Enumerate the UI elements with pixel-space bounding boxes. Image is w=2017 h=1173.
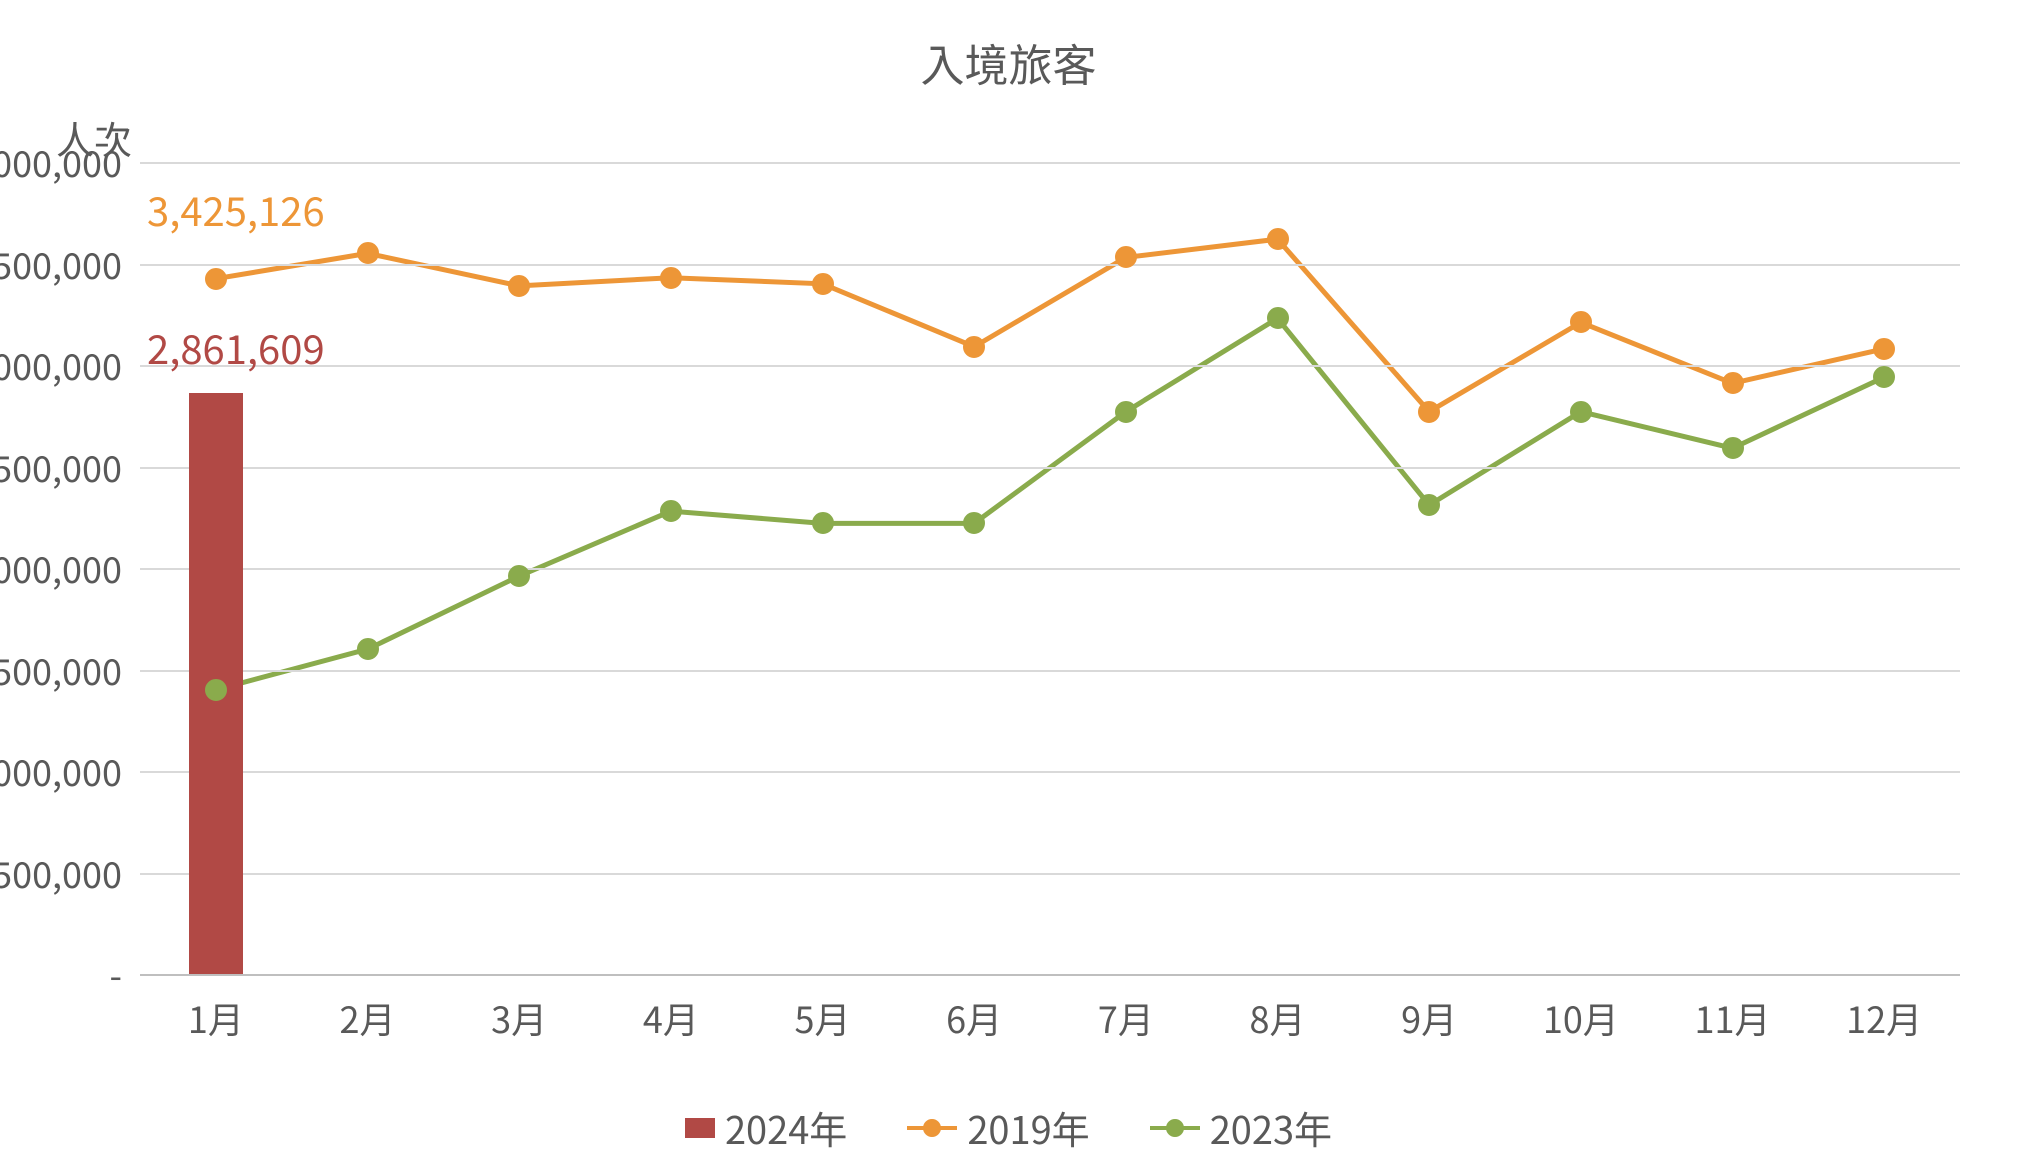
x-tick-label: 11月 — [1695, 992, 1771, 1044]
x-tick-label: 5月 — [795, 992, 851, 1044]
legend-label: 2019年 — [967, 1100, 1089, 1155]
y-tick-label: - — [110, 948, 141, 1000]
marker-2019年 — [1722, 372, 1744, 394]
marker-2019年 — [963, 336, 985, 358]
gridline — [140, 974, 1960, 976]
gridline — [140, 771, 1960, 773]
marker-2023年 — [205, 679, 227, 701]
marker-2019年 — [508, 275, 530, 297]
gridline — [140, 467, 1960, 469]
line-2023年 — [216, 318, 1884, 689]
gridline — [140, 365, 1960, 367]
marker-2019年 — [812, 273, 834, 295]
marker-2023年 — [1418, 494, 1440, 516]
chart-container: 入境旅客 人次 -500,0001,000,0001,500,0002,000,… — [0, 0, 2017, 1173]
data-label: 3,425,126 — [147, 180, 325, 238]
x-tick-label: 1月 — [188, 992, 244, 1044]
marker-2023年 — [1570, 401, 1592, 423]
y-tick-label: 2,000,000 — [0, 542, 140, 594]
marker-2023年 — [963, 512, 985, 534]
marker-2019年 — [1873, 338, 1895, 360]
gridline — [140, 670, 1960, 672]
marker-2023年 — [660, 500, 682, 522]
marker-2019年 — [1267, 228, 1289, 250]
marker-2019年 — [1418, 401, 1440, 423]
gridline — [140, 873, 1960, 875]
marker-2023年 — [1115, 401, 1137, 423]
x-tick-label: 2月 — [340, 992, 396, 1044]
x-tick-label: 4月 — [643, 992, 699, 1044]
legend-swatch-line — [1150, 1126, 1200, 1130]
x-tick-label: 9月 — [1401, 992, 1457, 1044]
legend-swatch-line — [907, 1126, 957, 1130]
legend-marker-icon — [923, 1119, 941, 1137]
marker-2023年 — [357, 638, 379, 660]
y-tick-label: 1,500,000 — [0, 644, 140, 696]
legend-item: 2019年 — [907, 1100, 1089, 1155]
x-tick-label: 3月 — [491, 992, 547, 1044]
y-tick-label: 2,500,000 — [0, 441, 140, 493]
y-tick-label: 3,500,000 — [0, 238, 140, 290]
legend-label: 2024年 — [725, 1100, 847, 1155]
marker-2019年 — [357, 242, 379, 264]
x-tick-label: 8月 — [1250, 992, 1306, 1044]
x-tick-label: 12月 — [1846, 992, 1922, 1044]
gridline — [140, 264, 1960, 266]
legend-item: 2023年 — [1150, 1100, 1332, 1155]
marker-2019年 — [1570, 311, 1592, 333]
y-tick-label: 4,000,000 — [0, 136, 140, 188]
x-tick-label: 7月 — [1098, 992, 1154, 1044]
legend-item: 2024年 — [685, 1100, 847, 1155]
legend-marker-icon — [1166, 1119, 1184, 1137]
gridline — [140, 568, 1960, 570]
y-tick-label: 1,000,000 — [0, 745, 140, 797]
marker-2023年 — [508, 565, 530, 587]
marker-2023年 — [812, 512, 834, 534]
marker-2023年 — [1722, 437, 1744, 459]
legend-swatch-bar — [685, 1118, 715, 1138]
gridline — [140, 162, 1960, 164]
legend: 2024年 2019年 2023年 — [0, 1100, 2017, 1155]
plot-area: -500,0001,000,0001,500,0002,000,0002,500… — [140, 162, 1960, 974]
marker-2019年 — [660, 267, 682, 289]
chart-title: 入境旅客 — [0, 30, 2017, 94]
marker-2023年 — [1267, 307, 1289, 329]
legend-label: 2023年 — [1210, 1100, 1332, 1155]
x-tick-label: 10月 — [1543, 992, 1619, 1044]
marker-2019年 — [205, 268, 227, 290]
x-tick-label: 6月 — [946, 992, 1002, 1044]
marker-2019年 — [1115, 246, 1137, 268]
y-tick-label: 3,000,000 — [0, 339, 140, 391]
y-tick-label: 500,000 — [0, 847, 140, 899]
data-label: 2,861,609 — [147, 318, 325, 376]
marker-2023年 — [1873, 366, 1895, 388]
